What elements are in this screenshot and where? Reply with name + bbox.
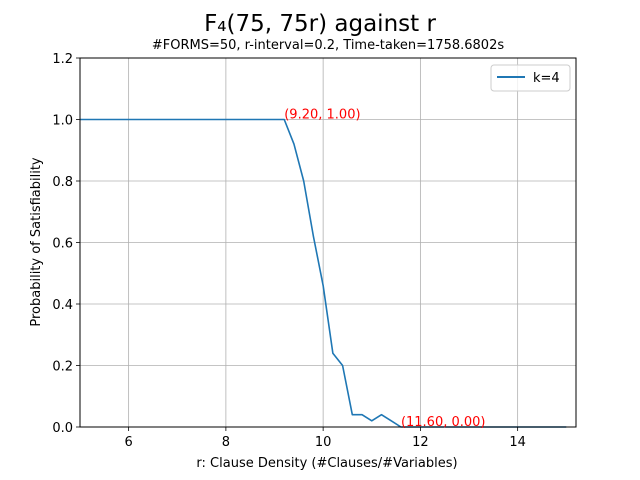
y-axis-label: Probability of Satisfiability (29, 157, 44, 327)
annotation-label: (11.60, 0.00) (401, 415, 486, 430)
x-tick-label: 8 (222, 435, 230, 450)
chart-title: F₄(75, 75r) against r (204, 11, 436, 37)
x-axis-label: r: Clause Density (#Clauses/#Variables) (196, 456, 457, 471)
y-tick-label: 1.0 (52, 114, 73, 129)
y-tick-label: 0.4 (52, 298, 73, 313)
legend-box (490, 64, 571, 92)
x-tick-label: 14 (509, 435, 526, 450)
x-tick-label: 12 (412, 435, 429, 450)
x-tick-label: 10 (315, 435, 332, 450)
annotation-label: (9.20, 1.00) (284, 108, 360, 123)
y-tick-label: 1.2 (52, 52, 73, 67)
x-axis-ticks: 6 8 10 12 14 (124, 427, 526, 450)
y-axis-ticks: 0.0 0.2 0.4 0.6 0.8 1.0 1.2 (52, 52, 80, 436)
x-tick-label: 6 (124, 435, 132, 450)
y-tick-label: 0.8 (52, 175, 73, 190)
legend: k=4 (490, 64, 571, 92)
y-tick-label: 0.0 (52, 421, 73, 436)
legend-label-k4: k=4 (533, 71, 560, 86)
grid (80, 57, 576, 428)
y-tick-label: 0.6 (52, 237, 73, 252)
y-tick-label: 0.2 (52, 360, 73, 375)
chart-subtitle: #FORMS=50, r-interval=0.2, Time-taken=17… (152, 38, 504, 53)
annotations: (9.20, 1.00) (11.60, 0.00) (284, 108, 485, 431)
